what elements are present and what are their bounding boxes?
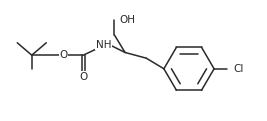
Text: Cl: Cl xyxy=(233,64,244,74)
Text: O: O xyxy=(59,50,68,60)
Text: OH: OH xyxy=(119,15,135,25)
Text: NH: NH xyxy=(96,40,112,49)
Text: O: O xyxy=(79,72,87,82)
